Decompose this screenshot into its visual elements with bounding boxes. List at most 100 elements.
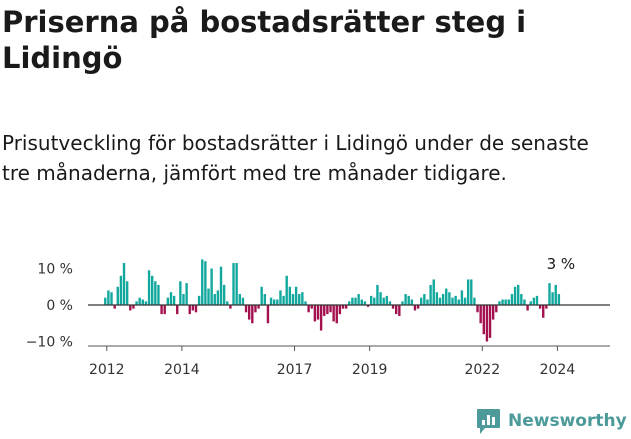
bar — [338, 305, 342, 315]
brand-name: Newsworthy — [508, 411, 627, 431]
bar — [326, 305, 329, 315]
bar — [357, 294, 360, 305]
bar — [307, 305, 310, 313]
bar — [294, 286, 298, 305]
bar — [485, 305, 489, 342]
bar — [388, 301, 392, 305]
bar — [416, 305, 420, 309]
bar — [507, 299, 511, 305]
bar — [285, 275, 288, 305]
bar — [476, 305, 479, 313]
bar — [557, 294, 561, 305]
bar — [107, 290, 110, 305]
bar — [498, 301, 501, 305]
bar — [241, 297, 245, 305]
bar — [129, 305, 132, 311]
bar — [144, 301, 148, 305]
bar — [182, 294, 185, 305]
bar — [410, 299, 414, 305]
bar — [157, 284, 160, 305]
bar — [222, 284, 226, 305]
bar — [257, 305, 260, 309]
bar — [482, 305, 485, 335]
bar — [395, 305, 398, 315]
bar — [554, 284, 557, 305]
x-tick-label: 2012 — [89, 362, 125, 378]
bar — [216, 290, 220, 305]
bar — [535, 295, 539, 306]
bar — [542, 305, 545, 318]
bar — [201, 259, 204, 306]
bar — [132, 305, 135, 309]
bar — [116, 286, 119, 305]
bar — [197, 295, 201, 306]
bar — [551, 292, 554, 306]
bar — [110, 292, 113, 306]
bar — [404, 294, 407, 305]
bar — [463, 297, 467, 305]
bar — [172, 295, 176, 306]
bar — [520, 294, 523, 305]
x-tick-label: 2014 — [164, 362, 200, 378]
y-tick-label: 10 % — [37, 262, 73, 278]
bar — [119, 275, 123, 305]
bar — [163, 305, 166, 315]
bar — [407, 295, 410, 306]
bar — [138, 297, 141, 305]
bar — [391, 305, 395, 309]
bar — [188, 305, 191, 315]
newsworthy-logo: Newsworthy — [476, 406, 627, 436]
bar — [301, 292, 304, 306]
bar — [532, 297, 536, 305]
bar — [313, 305, 317, 322]
bar — [279, 290, 282, 305]
chart-subtitle: Prisutveckling för bostadsrätter i Lidin… — [2, 131, 589, 185]
bar — [351, 297, 354, 305]
bar — [460, 290, 464, 305]
bar — [501, 299, 504, 305]
bar — [348, 301, 351, 305]
bar — [122, 263, 126, 305]
bar — [504, 299, 507, 305]
bar — [291, 294, 295, 305]
y-tick-label: −10 % — [26, 335, 73, 351]
bar — [288, 286, 292, 305]
bar — [151, 275, 154, 305]
bar — [495, 305, 498, 313]
bar — [276, 299, 279, 305]
bar — [470, 279, 473, 305]
bar — [363, 301, 367, 305]
bar — [435, 292, 439, 306]
bar — [154, 281, 157, 305]
bar — [423, 294, 426, 305]
bar — [254, 305, 257, 313]
bar — [160, 305, 163, 315]
bar — [426, 299, 429, 305]
bar — [545, 305, 548, 309]
bar — [385, 295, 389, 306]
bar — [251, 305, 254, 324]
bar — [310, 305, 313, 309]
bar — [169, 292, 173, 306]
bar — [323, 305, 326, 316]
bar — [166, 297, 170, 305]
bar — [454, 295, 457, 306]
bar — [473, 297, 476, 305]
x-tick-label: 2024 — [540, 362, 576, 378]
bar — [488, 305, 492, 338]
bar — [441, 294, 445, 305]
bar — [445, 288, 448, 306]
y-tick-label: 0 % — [46, 298, 73, 314]
bar — [226, 301, 229, 305]
bar — [523, 299, 526, 305]
bar — [360, 299, 363, 305]
bar — [298, 294, 301, 305]
bar — [401, 301, 404, 305]
bar — [282, 295, 285, 306]
bar — [369, 295, 373, 306]
bar — [429, 284, 432, 305]
bar — [232, 263, 235, 305]
bar — [179, 281, 182, 305]
bar — [304, 301, 307, 305]
bar — [210, 268, 213, 305]
